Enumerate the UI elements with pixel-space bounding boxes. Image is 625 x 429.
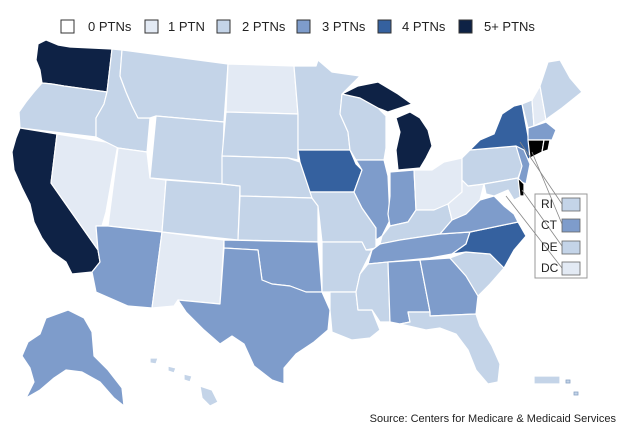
state-ks	[237, 195, 319, 243]
legend-label-1: 1 PTN	[168, 19, 205, 34]
state-pr	[533, 375, 561, 385]
small-state-label-ct: CT	[541, 218, 558, 232]
state-mt	[119, 49, 229, 123]
legend-label-4: 4 PTNs	[402, 19, 446, 34]
small-state-swatch-ri	[561, 197, 581, 212]
state-wy	[149, 115, 225, 185]
legend-label-3: 3 PTNs	[322, 19, 366, 34]
state-hi-2	[183, 373, 193, 383]
small-state-label-ri: RI	[541, 197, 553, 211]
state-tx	[177, 247, 331, 385]
state-hi	[199, 385, 219, 407]
legend-item-3: 3 PTNs	[296, 19, 366, 34]
legend-item-0: 0 PTNs	[60, 19, 132, 34]
small-state-swatch-ct	[561, 218, 581, 233]
small-state-label-de: DE	[541, 240, 558, 254]
legend-swatch-0	[60, 19, 75, 34]
legend-item-5: 5+ PTNs	[458, 19, 535, 34]
state-ia	[297, 149, 363, 193]
legend-swatch-4	[377, 19, 392, 34]
legend-item-2: 2 PTNs	[216, 19, 286, 34]
legend-swatch-5	[458, 19, 473, 34]
state-sd	[221, 111, 299, 161]
small-states-legend: RI CT DE DC	[505, 141, 588, 279]
hawaii-islands	[149, 357, 219, 407]
leader-line-dc	[505, 195, 563, 269]
small-state-swatch-dc	[561, 261, 581, 276]
state-mi	[341, 81, 433, 171]
state-il	[353, 159, 391, 241]
state-or	[18, 82, 108, 138]
territory-islet	[573, 391, 579, 396]
state-ms	[355, 261, 391, 323]
state-fl	[399, 311, 501, 385]
legend-item-1: 1 PTN	[144, 19, 205, 34]
state-nd	[225, 63, 299, 115]
legend-swatch-3	[296, 19, 311, 34]
states	[11, 39, 583, 407]
territory-dots	[565, 379, 579, 396]
state-nj	[515, 145, 531, 185]
small-state-swatch-de	[561, 240, 581, 255]
legend-label-0: 0 PTNs	[88, 19, 132, 34]
state-az	[91, 225, 163, 309]
source-note: Source: Centers for Medicare & Medicaid …	[370, 413, 617, 425]
legend-swatch-1	[144, 19, 159, 34]
territory-islet	[565, 379, 571, 384]
small-state-label-dc: DC	[541, 261, 559, 275]
state-nc	[451, 221, 527, 269]
legend-swatch-2	[216, 19, 231, 34]
leader-line-de	[521, 189, 563, 247]
state-ri	[541, 139, 551, 153]
legend: 0 PTNs 1 PTN 2 PTNs 3 PTNs 4 PTNs 5+ PTN…	[60, 19, 535, 34]
legend-item-4: 4 PTNs	[377, 19, 446, 34]
state-me	[539, 59, 583, 121]
state-hi-4	[149, 357, 159, 365]
legend-label-5: 5+ PTNs	[484, 19, 535, 34]
state-co	[161, 179, 241, 241]
state-ak	[21, 309, 125, 407]
legend-label-2: 2 PTNs	[242, 19, 286, 34]
state-ct	[527, 139, 545, 159]
leader-line-ct	[531, 151, 563, 225]
state-nm	[151, 231, 225, 309]
state-hi-3	[167, 365, 177, 374]
state-de	[517, 177, 525, 197]
